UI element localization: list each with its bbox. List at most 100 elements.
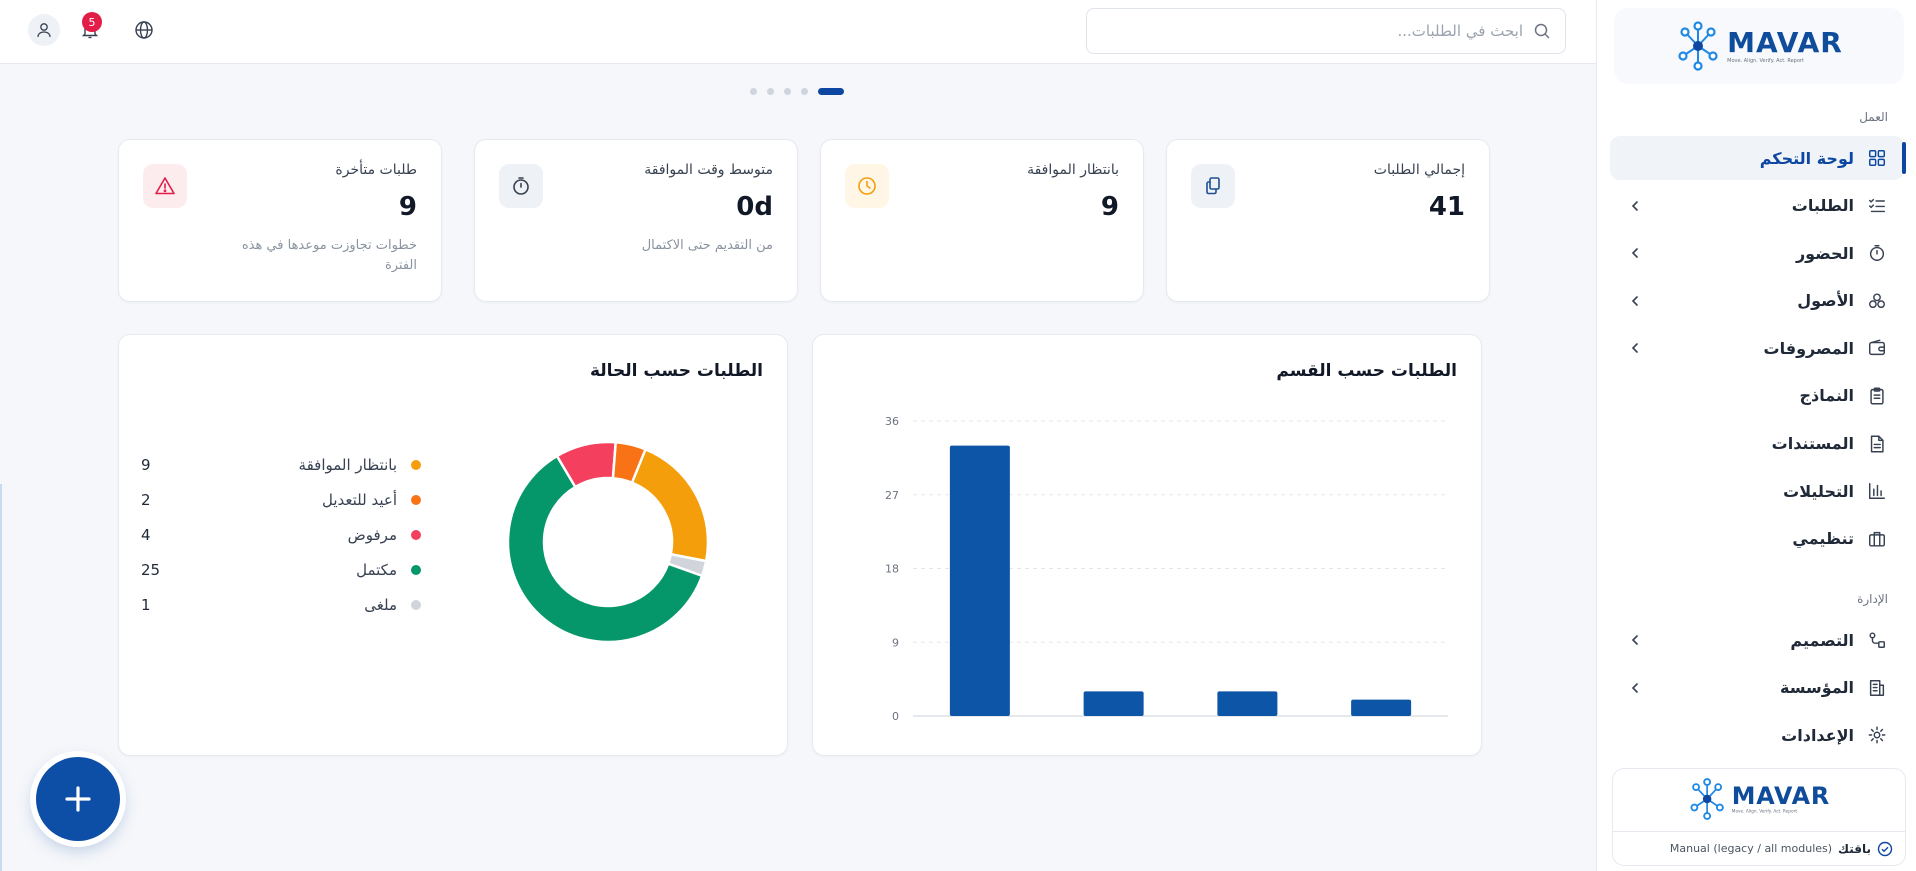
pager-dot[interactable] [801, 88, 808, 95]
sidebar-item-grid[interactable]: لوحة التحكم [1610, 136, 1906, 180]
pager-dot[interactable] [818, 88, 844, 95]
legend-value: 1 [141, 595, 151, 614]
notification-count-badge: 5 [82, 12, 102, 32]
y-tick-label: 36 [885, 415, 899, 428]
sidebar-item-icon [1866, 629, 1888, 651]
y-tick-label: 0 [892, 710, 899, 723]
sidebar-item-bar-chart[interactable]: التحليلات [1610, 469, 1904, 513]
search-box [1086, 8, 1566, 54]
pager-dot[interactable] [750, 88, 757, 95]
sidebar-item-stopwatch[interactable]: الحضور [1610, 231, 1904, 275]
expand-chevron[interactable] [1626, 339, 1644, 357]
legend-item[interactable]: 9 بانتظار الموافقة [141, 447, 421, 482]
stat-title: بانتظار الموافقة [1027, 162, 1119, 178]
workflow-icon [1869, 632, 1885, 648]
department-bar[interactable] [1083, 691, 1144, 716]
stat-icon-badge [143, 164, 187, 208]
sidebar-item-icon [1866, 195, 1888, 217]
pager-dot[interactable] [784, 88, 791, 95]
pager-dot[interactable] [767, 88, 774, 95]
warning-icon [155, 177, 175, 195]
sidebar-item-label: الطلبات [1791, 196, 1854, 216]
sidebar-item-clipboard[interactable]: النماذج [1610, 374, 1904, 418]
sidebar-item-label: الإعدادات [1781, 725, 1854, 745]
plus-icon [65, 786, 91, 812]
department-chart-card: الطلبات حسب القسم 0 9 18 27 36 [812, 334, 1482, 756]
sidebar-item-icon [1866, 147, 1888, 169]
legend-item[interactable]: 2 أعيد للتعديل [141, 482, 421, 517]
admin-section-label: الإدارة [1857, 592, 1888, 606]
department-bar[interactable] [1351, 699, 1412, 716]
sidebar-item-icon [1866, 290, 1888, 312]
stat-card: طلبات متأخرة 9 خطوات تجاوزت موعدها في هذه … [118, 139, 442, 302]
search-icon [1534, 23, 1550, 39]
stat-icon-badge [845, 164, 889, 208]
stat-title: طلبات متأخرة [335, 162, 417, 178]
briefcase-icon [1869, 531, 1885, 547]
stopwatch-icon [1869, 245, 1885, 262]
building-icon [1869, 679, 1885, 696]
brand-tagline: Move. Align. Verify. Act. Report [1731, 809, 1798, 815]
search-input[interactable] [1101, 22, 1533, 40]
stat-card: إجمالي الطلبات 41 [1166, 139, 1490, 302]
plan-value: Manual (legacy / all modules) [1669, 842, 1833, 855]
sidebar-item-checklist[interactable]: الطلبات [1610, 184, 1904, 228]
expand-chevron[interactable] [1626, 631, 1644, 649]
y-tick-label: 18 [885, 563, 899, 576]
sidebar-item-gear[interactable]: الإعدادات [1610, 713, 1904, 757]
molecule-logo-icon [1678, 21, 1718, 71]
legend-item[interactable]: 25 مكتمل [141, 552, 421, 587]
document-icon [1870, 435, 1884, 453]
sidebar-item-icon [1866, 433, 1888, 455]
molecule-logo-icon [1690, 778, 1724, 820]
expand-chevron[interactable] [1626, 244, 1644, 262]
edge-divider [0, 484, 2, 871]
stat-subtitle: من التقديم حتى الاكتمال [641, 238, 773, 253]
sidebar-item-briefcase[interactable]: تنظيمي [1610, 517, 1904, 561]
language-button[interactable] [128, 14, 160, 46]
legend-color-dot [411, 564, 421, 575]
brand-name: MAVAR [1731, 782, 1831, 811]
sidebar-item-workflow[interactable]: التصميم [1610, 618, 1904, 662]
user-menu-button[interactable] [28, 14, 60, 46]
plan-card: MAVAR Move. Align. Verify. Act. Report ب… [1612, 768, 1906, 866]
sidebar-item-wallet[interactable]: المصروفات [1610, 326, 1904, 370]
clipboard-icon [1870, 387, 1884, 405]
sidebar-item-label: المستندات [1771, 434, 1854, 454]
status-donut-slice[interactable] [630, 447, 710, 563]
sidebar-item-document[interactable]: المستندات [1610, 422, 1904, 466]
stat-icon-badge [1191, 164, 1235, 208]
expand-chevron[interactable] [1626, 197, 1644, 215]
department-bar[interactable] [1217, 691, 1278, 716]
brand-logo-card[interactable]: MAVAR Move. Align. Verify. Act. Report [1614, 8, 1904, 84]
work-section-label: العمل [1859, 110, 1888, 124]
expand-chevron[interactable] [1626, 292, 1644, 310]
sidebar-item-boxes[interactable]: الأصول [1610, 279, 1904, 323]
chevron-left-icon [1631, 343, 1638, 354]
notifications-button[interactable]: 5 [74, 12, 106, 46]
plan-footer: باقتك Manual (legacy / all modules) [1613, 831, 1905, 865]
clock-icon [858, 177, 876, 195]
department-bar-chart: 0 9 18 27 36 [885, 415, 1448, 723]
boxes-icon [1869, 293, 1885, 308]
sidebar-item-icon [1866, 724, 1888, 746]
create-request-button[interactable] [36, 757, 120, 841]
department-bar[interactable] [949, 445, 1010, 716]
status-chart-title: الطلبات حسب الحالة [589, 361, 763, 381]
sidebar-item-building[interactable]: المؤسسة [1610, 666, 1904, 710]
sidebar: MAVAR Move. Align. Verify. Act. Report ا… [1596, 0, 1916, 871]
expand-chevron[interactable] [1626, 679, 1644, 697]
sidebar-item-label: المصروفات [1763, 338, 1854, 358]
sidebar-item-icon [1866, 528, 1888, 550]
sidebar-item-label: التصميم [1790, 630, 1854, 650]
legend-item[interactable]: 4 مرفوض [141, 517, 421, 552]
status-donut-slice[interactable] [506, 454, 704, 644]
status-donut-slice[interactable] [611, 440, 648, 485]
plan-label: باقتك [1838, 841, 1871, 856]
legend-color-dot [411, 529, 421, 540]
legend-item[interactable]: 1 ملغى [141, 587, 421, 622]
legend-label: ملغى [364, 595, 397, 614]
globe-icon [135, 21, 153, 39]
stat-title: إجمالي الطلبات [1373, 162, 1465, 178]
brand-name: MAVAR [1727, 26, 1843, 59]
